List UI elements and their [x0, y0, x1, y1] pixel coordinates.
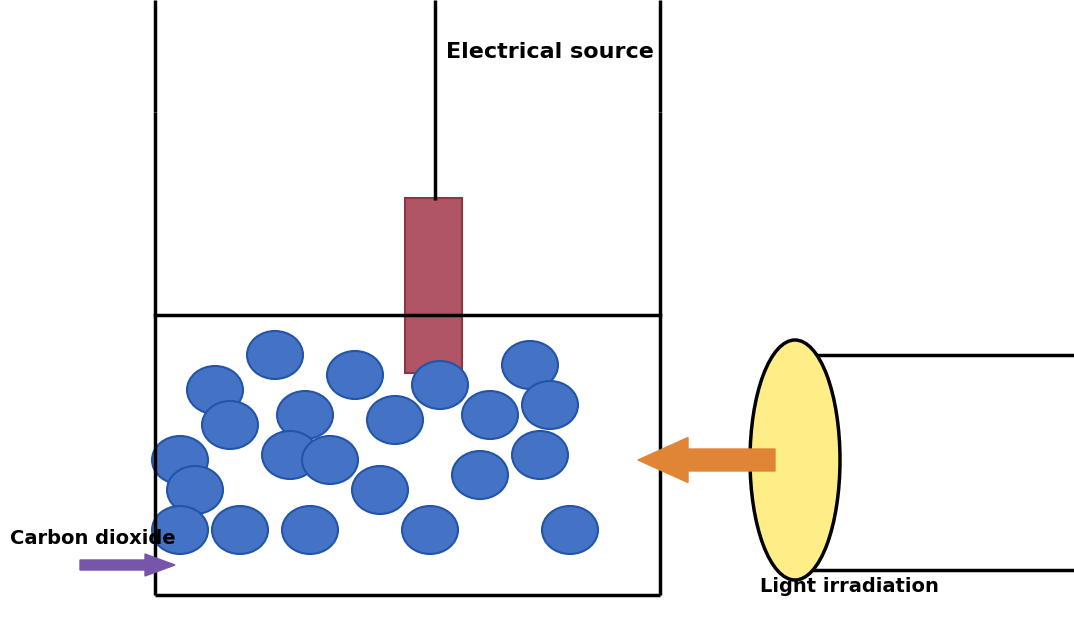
- Text: Electrical source: Electrical source: [446, 42, 654, 62]
- Ellipse shape: [302, 436, 358, 484]
- Text: Carbon dioxide: Carbon dioxide: [10, 529, 176, 548]
- Ellipse shape: [326, 351, 383, 399]
- Ellipse shape: [512, 431, 568, 479]
- FancyArrow shape: [79, 554, 175, 576]
- Ellipse shape: [187, 366, 243, 414]
- Ellipse shape: [262, 431, 318, 479]
- Ellipse shape: [412, 361, 468, 409]
- Ellipse shape: [402, 506, 458, 554]
- Ellipse shape: [367, 396, 423, 444]
- Ellipse shape: [153, 506, 208, 554]
- Ellipse shape: [542, 506, 598, 554]
- Ellipse shape: [352, 466, 408, 514]
- Ellipse shape: [202, 401, 258, 449]
- Text: Light irradiation: Light irradiation: [760, 577, 939, 596]
- Ellipse shape: [282, 506, 338, 554]
- Ellipse shape: [452, 451, 508, 499]
- Ellipse shape: [277, 391, 333, 439]
- Ellipse shape: [166, 466, 223, 514]
- Bar: [405, 198, 462, 373]
- Ellipse shape: [750, 340, 840, 580]
- FancyArrow shape: [638, 437, 775, 483]
- Ellipse shape: [522, 381, 578, 429]
- Ellipse shape: [502, 341, 558, 389]
- Ellipse shape: [462, 391, 518, 439]
- Ellipse shape: [247, 331, 303, 379]
- Ellipse shape: [212, 506, 268, 554]
- Ellipse shape: [153, 436, 208, 484]
